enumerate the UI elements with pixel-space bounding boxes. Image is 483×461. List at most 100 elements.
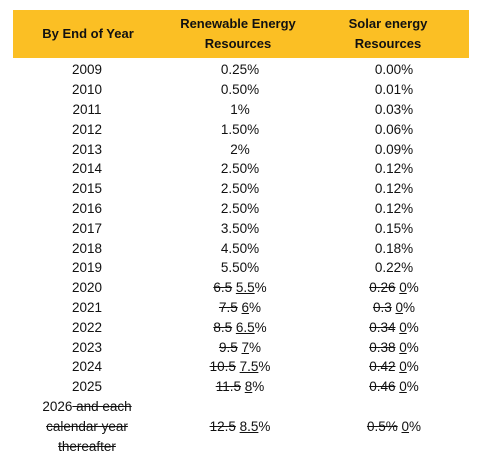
table-row: 2020 6.5 5.5% 0.26 0% [13, 278, 469, 298]
year-cell: 2018 [71, 240, 103, 256]
renewable-cell-deleted-value: 10.5 [209, 359, 236, 375]
table-row: 2016 2.50% 0.12% [13, 199, 469, 219]
solar-cell-deleted-value: 0.3 [372, 299, 392, 315]
year-cell: 2011 [72, 101, 102, 117]
table-row: 2018 4.50% 0.18% [13, 238, 469, 258]
table-row: 2013 2% 0.09% [13, 139, 469, 159]
renewable-cell-value: 4.50% [220, 240, 260, 256]
table-row: 2022 8.5 6.5% 0.34 0% [13, 317, 469, 337]
table-row-final: 2026 and each calendar year thereafter 12.5… [13, 397, 469, 457]
solar-cell: 0.38 0% [319, 340, 469, 355]
solar-cell-deleted-value: 0.46 [369, 379, 396, 395]
solar-cell: 0.12% [319, 181, 469, 196]
table-row: 2015 2.50% 0.12% [13, 179, 469, 199]
renewable-cell-inserted-value: 7 [241, 339, 250, 355]
renewable-cell: 2% [161, 142, 319, 157]
solar-cell-inserted-value: 0 [399, 379, 407, 395]
solar-cell-deleted-value: 0.26 [369, 280, 396, 296]
table-row: 2009 0.25% 0.00% [13, 60, 469, 80]
solar-cell-value: 0.12% [374, 200, 414, 216]
year-plain: 2026 [42, 398, 73, 414]
solar-cell-suffix: % [406, 280, 419, 296]
renewable-cell-inserted-value: 8 [244, 379, 253, 395]
header-solar-line2: Resources [354, 36, 422, 51]
table-body: 2009 0.25% 0.00% 2010 0.50% 0.01% 2011 1% 0.03% 2… [13, 60, 469, 457]
year-cell: 2021 [71, 299, 103, 315]
solar-cell-suffix: % [406, 339, 419, 355]
renewable-cell-suffix: % [258, 359, 271, 375]
renewable-cell-value: 1% [230, 101, 250, 117]
renewable-cell: 5.50% [161, 260, 319, 275]
solar-cell-value: 0.18% [374, 240, 414, 256]
solar-cell-inserted-value: 0 [399, 359, 407, 375]
renewable-cell-inserted-value: 7.5 [239, 359, 259, 375]
renewable-cell-deleted-value: 7.5 [218, 299, 238, 315]
solar-cell-suffix: % [403, 299, 416, 315]
solar-cell: 0.26 0% [319, 280, 469, 295]
solar-cell-value: 0.15% [374, 220, 414, 236]
year-cell: 2015 [71, 181, 103, 197]
renewable-cell: 1.50% [161, 122, 319, 137]
renewable-cell: 2.50% [161, 201, 319, 216]
solar-cell-deleted-value: 0.42 [369, 359, 396, 375]
table-row: 2021 7.5 6% 0.3 0% [13, 298, 469, 318]
renewable-cell-value: 2.50% [220, 161, 260, 177]
header-solar-line1: Solar energy [348, 16, 428, 31]
renewable-cell-inserted-value: 5.5 [235, 280, 255, 296]
year-deleted-1: and each [72, 398, 132, 414]
year-cell: 2009 [71, 62, 103, 78]
renewable-cell: 0.50% [161, 82, 319, 97]
renewable-cell-value: 2.50% [220, 181, 260, 197]
table-row: 2023 9.5 7% 0.38 0% [13, 337, 469, 357]
solar-cell: 0.3 0% [319, 300, 469, 315]
renewable-cell-final-deleted-value: 12.5 [209, 419, 236, 435]
table-row: 2024 10.5 7.5% 0.42 0% [13, 357, 469, 377]
renewable-cell: 4.50% [161, 241, 319, 256]
renewable-cell-suffix: % [254, 319, 267, 335]
renewable-cell-value: 2.50% [220, 200, 260, 216]
solar-cell: 0.22% [319, 260, 469, 275]
year-cell: 2012 [71, 121, 103, 137]
solar-cell-value: 0.06% [374, 121, 414, 137]
renewable-cell-deleted-value: 9.5 [218, 339, 238, 355]
renewable-cell: 2.50% [161, 161, 319, 176]
renewable-cell: 3.50% [161, 221, 319, 236]
renewable-cell-deleted-value: 6.5 [213, 280, 233, 296]
solar-cell: 0.01% [319, 82, 469, 97]
solar-cell-final: 0.5% 0% [319, 419, 469, 434]
header-year: By End of Year [42, 26, 134, 41]
renewable-cell: 6.5 5.5% [161, 280, 319, 295]
table-row: 2025 11.5 8% 0.46 0% [13, 377, 469, 397]
solar-cell-suffix: % [406, 319, 419, 335]
year-cell: 2013 [71, 141, 103, 157]
year-cell: 2025 [71, 379, 103, 395]
renewable-cell-suffix: % [254, 280, 267, 296]
renewable-cell: 7.5 6% [161, 300, 319, 315]
solar-cell-final-deleted-value: 0.5% [366, 419, 398, 435]
solar-cell-inserted-value: 0 [399, 339, 407, 355]
renewable-cell: 8.5 6.5% [161, 320, 319, 335]
renewable-cell-suffix: % [249, 339, 262, 355]
table-row: 2017 3.50% 0.15% [13, 218, 469, 238]
year-deleted-2: calendar year [46, 418, 128, 434]
solar-cell: 0.15% [319, 221, 469, 236]
renewable-cell: 0.25% [161, 62, 319, 77]
renewable-cell-final: 12.5 8.5% [161, 419, 319, 434]
solar-cell-suffix: % [406, 359, 419, 375]
year-line1: 2026 and each [13, 397, 161, 417]
renewable-cell-value: 0.25% [220, 62, 260, 78]
solar-cell: 0.03% [319, 102, 469, 117]
solar-cell-final-inserted-value: 0 [401, 419, 410, 435]
solar-cell-inserted-value: 0 [399, 280, 407, 296]
year-cell: 2014 [71, 161, 103, 177]
solar-cell: 0.12% [319, 201, 469, 216]
renewable-cell: 1% [161, 102, 319, 117]
solar-cell: 0.46 0% [319, 379, 469, 394]
renewable-cell: 11.5 8% [161, 379, 319, 394]
header-solar: Solar energy Resources [313, 14, 463, 54]
solar-cell-value: 0.22% [374, 260, 414, 276]
year-line3: thereafter [13, 437, 161, 457]
renewable-cell: 9.5 7% [161, 340, 319, 355]
year-cell: 2024 [71, 359, 103, 375]
renewable-cell-suffix: % [249, 299, 262, 315]
